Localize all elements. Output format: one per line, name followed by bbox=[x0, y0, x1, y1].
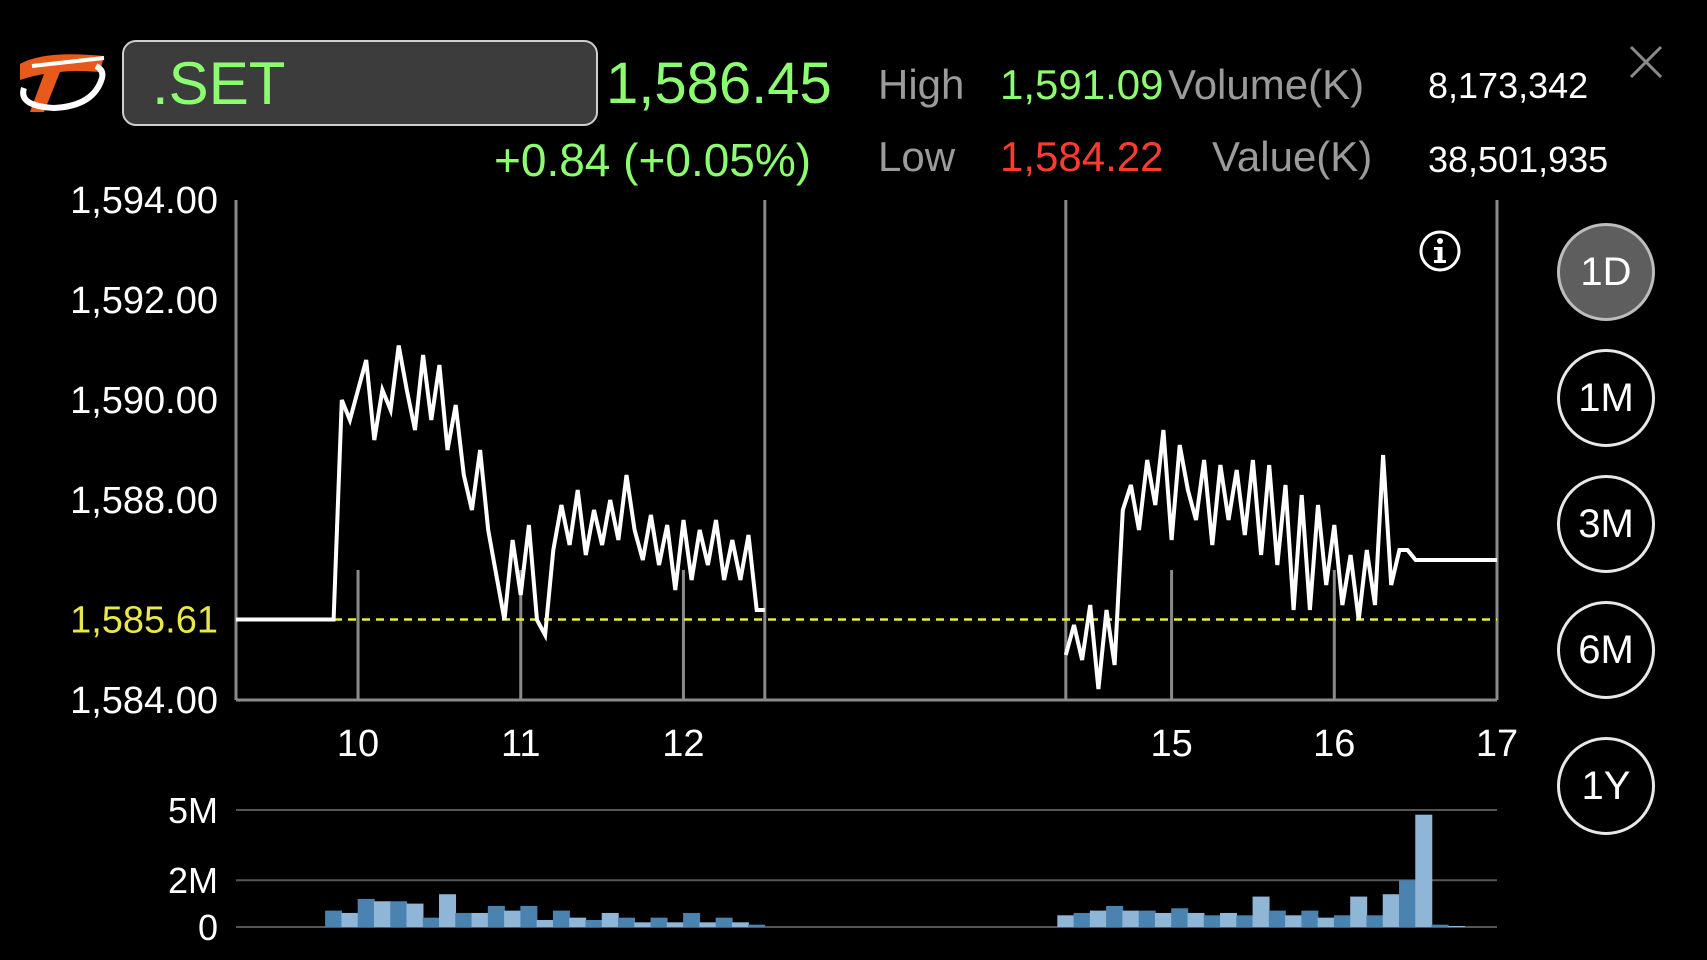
price-series-line-0 bbox=[236, 345, 765, 642]
volume-bar bbox=[1399, 880, 1417, 927]
high-value: 1,591.09 bbox=[1000, 61, 1164, 108]
tbroker-logo bbox=[20, 54, 106, 112]
volume-bar bbox=[487, 905, 505, 927]
volume-bar bbox=[455, 912, 473, 927]
volume-y-tick-label-1: 2M bbox=[168, 860, 218, 901]
volume-label: Volume(K) bbox=[1168, 61, 1365, 108]
volume-bar bbox=[1252, 896, 1270, 927]
period-1y-button[interactable]: 1Y bbox=[1557, 737, 1655, 835]
volume-bar bbox=[471, 912, 489, 927]
period-1m-button[interactable]: 1M bbox=[1557, 349, 1655, 447]
y-tick-label-3: 1,588.00 bbox=[70, 480, 218, 522]
volume-bar bbox=[666, 922, 684, 927]
x-tick-label-17: 17 bbox=[1476, 723, 1518, 765]
price-series-line-1 bbox=[1063, 429, 1497, 690]
volume-bar bbox=[1073, 912, 1091, 927]
volume-bar bbox=[1089, 910, 1107, 927]
volume-bar bbox=[373, 901, 391, 927]
x-tick-label-10: 10 bbox=[337, 723, 379, 765]
value-label: Value(K) bbox=[1212, 133, 1373, 180]
volume-bar bbox=[520, 905, 538, 927]
volume-bar bbox=[1301, 910, 1319, 927]
volume-bar bbox=[536, 919, 554, 927]
volume-bar bbox=[715, 917, 733, 927]
volume-bar bbox=[683, 912, 701, 927]
volume-bar bbox=[601, 912, 619, 927]
volume-bar bbox=[1122, 910, 1140, 927]
volume-bar bbox=[699, 922, 717, 927]
last-price: 1,586.45 bbox=[606, 51, 832, 116]
volume-bar bbox=[1057, 915, 1075, 927]
volume-bar bbox=[1382, 894, 1400, 927]
volume-bar bbox=[1236, 915, 1254, 927]
volume-bar bbox=[634, 922, 652, 927]
price-change: +0.84 (+0.05%) bbox=[494, 134, 812, 186]
volume-bar bbox=[1285, 915, 1303, 927]
volume-bar bbox=[1431, 924, 1449, 927]
volume-y-tick-label-0: 5M bbox=[168, 790, 218, 831]
y-tick-label-4: 1,584.00 bbox=[70, 680, 218, 722]
period-3m-button[interactable]: 3M bbox=[1557, 475, 1655, 573]
volume-bar bbox=[1220, 912, 1238, 927]
volume-bar bbox=[1187, 912, 1205, 927]
volume-value: 8,173,342 bbox=[1428, 65, 1589, 106]
low-label: Low bbox=[878, 133, 956, 180]
volume-bar bbox=[1333, 915, 1351, 927]
volume-bar bbox=[1317, 917, 1335, 927]
volume-bar bbox=[406, 903, 424, 927]
volume-bar bbox=[1366, 915, 1384, 927]
volume-bar bbox=[585, 919, 603, 927]
volume-bar bbox=[357, 898, 375, 927]
volume-bar bbox=[731, 922, 749, 927]
x-tick-label-16: 16 bbox=[1313, 723, 1355, 765]
volume-bar bbox=[1154, 912, 1172, 927]
x-tick-label-15: 15 bbox=[1150, 723, 1192, 765]
x-tick-label-12: 12 bbox=[662, 723, 704, 765]
high-label: High bbox=[878, 61, 965, 108]
volume-bar bbox=[1268, 910, 1286, 927]
y-tick-label-0: 1,594.00 bbox=[70, 180, 218, 222]
volume-bar bbox=[1350, 896, 1368, 927]
symbol-text: .SET bbox=[152, 50, 286, 117]
volume-bar bbox=[1203, 915, 1221, 927]
value-value: 38,501,935 bbox=[1428, 139, 1609, 180]
info-icon[interactable] bbox=[1417, 228, 1463, 274]
volume-bar bbox=[618, 917, 636, 927]
volume-bar bbox=[650, 917, 668, 927]
volume-bar bbox=[325, 910, 343, 927]
volume-bar bbox=[1106, 905, 1124, 927]
volume-y-tick-label-2: 0 bbox=[198, 907, 218, 948]
volume-bar bbox=[1415, 814, 1433, 927]
volume-bar bbox=[390, 901, 408, 927]
symbol-search-box[interactable]: .SET bbox=[122, 40, 598, 126]
y-tick-label-2: 1,590.00 bbox=[70, 380, 218, 422]
reference-label: 1,585.61 bbox=[70, 600, 218, 642]
y-tick-label-1: 1,592.00 bbox=[70, 280, 218, 322]
volume-bar bbox=[504, 910, 522, 927]
volume-bar bbox=[1447, 926, 1465, 927]
period-1d-button[interactable]: 1D bbox=[1557, 223, 1655, 321]
volume-bar bbox=[1171, 908, 1189, 927]
period-6m-button[interactable]: 6M bbox=[1557, 601, 1655, 699]
volume-bar bbox=[1138, 910, 1156, 927]
volume-bar bbox=[748, 924, 766, 927]
volume-bar bbox=[552, 910, 570, 927]
volume-bar bbox=[341, 912, 359, 927]
low-value: 1,584.22 bbox=[1000, 133, 1164, 180]
volume-bar bbox=[422, 917, 440, 927]
volume-bar bbox=[569, 917, 587, 927]
close-icon[interactable] bbox=[1628, 44, 1664, 80]
volume-bar bbox=[439, 894, 457, 927]
x-tick-label-11: 11 bbox=[501, 723, 540, 765]
